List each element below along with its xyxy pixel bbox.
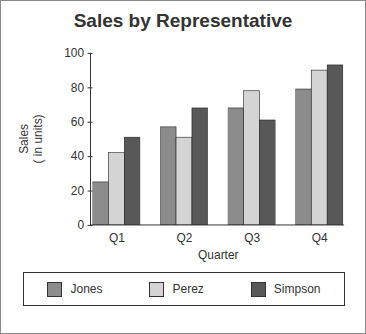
svg-text:80: 80: [71, 81, 85, 95]
svg-text:Q2: Q2: [177, 231, 193, 245]
svg-text:Q1: Q1: [109, 231, 125, 245]
html-text:Jones: Jones: [70, 282, 103, 296]
svg-text:0: 0: [77, 218, 84, 232]
svg-text:Q3: Q3: [244, 231, 260, 245]
svg-text:Q4: Q4: [312, 231, 328, 245]
html-text:Simpson: Simpson: [273, 282, 321, 296]
svg-text:40: 40: [71, 149, 85, 163]
svg-text:Quarter: Quarter: [198, 248, 238, 262]
svg-text:20: 20: [71, 184, 85, 198]
svg-text:Sales( in units): Sales( in units): [17, 114, 45, 163]
svg-text:100: 100: [64, 46, 84, 60]
html-text:Perez: Perez: [172, 282, 204, 296]
html-text:Sales by Representative: Sales by Representative: [73, 10, 293, 31]
svg-text:60: 60: [71, 115, 85, 129]
